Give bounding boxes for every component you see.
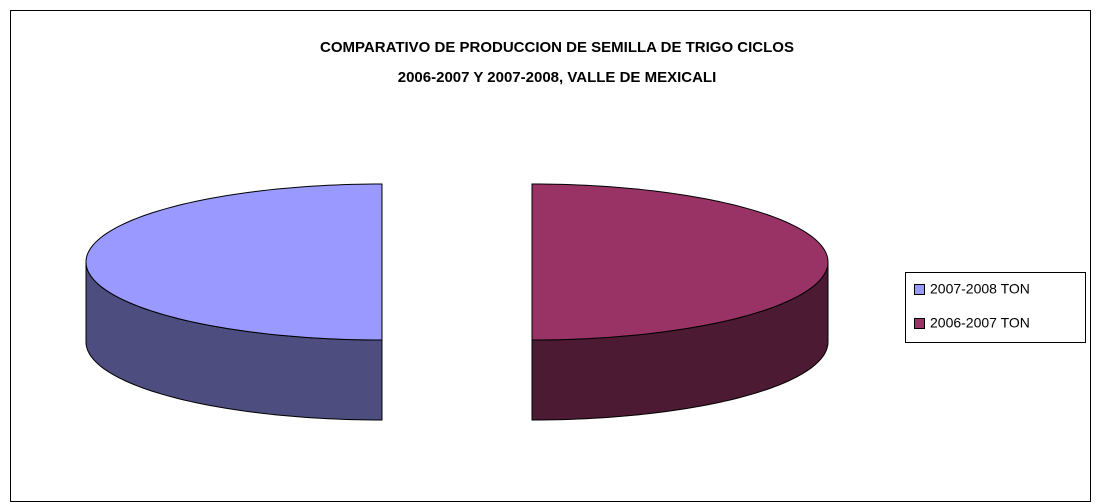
pie-slice: [531, 183, 829, 341]
pie-slice: [85, 183, 383, 341]
legend-label: 2006-2007 TON: [930, 315, 1030, 331]
chart-title: COMPARATIVO DE PRODUCCION DE SEMILLA DE …: [320, 39, 794, 56]
legend-swatch: [914, 284, 925, 295]
legend-swatch: [914, 318, 925, 329]
legend-box: [905, 272, 1086, 343]
legend-label: 2007-2008 TON: [930, 281, 1030, 297]
chart-title: 2006-2007 Y 2007-2008, VALLE DE MEXICALI: [398, 69, 717, 86]
